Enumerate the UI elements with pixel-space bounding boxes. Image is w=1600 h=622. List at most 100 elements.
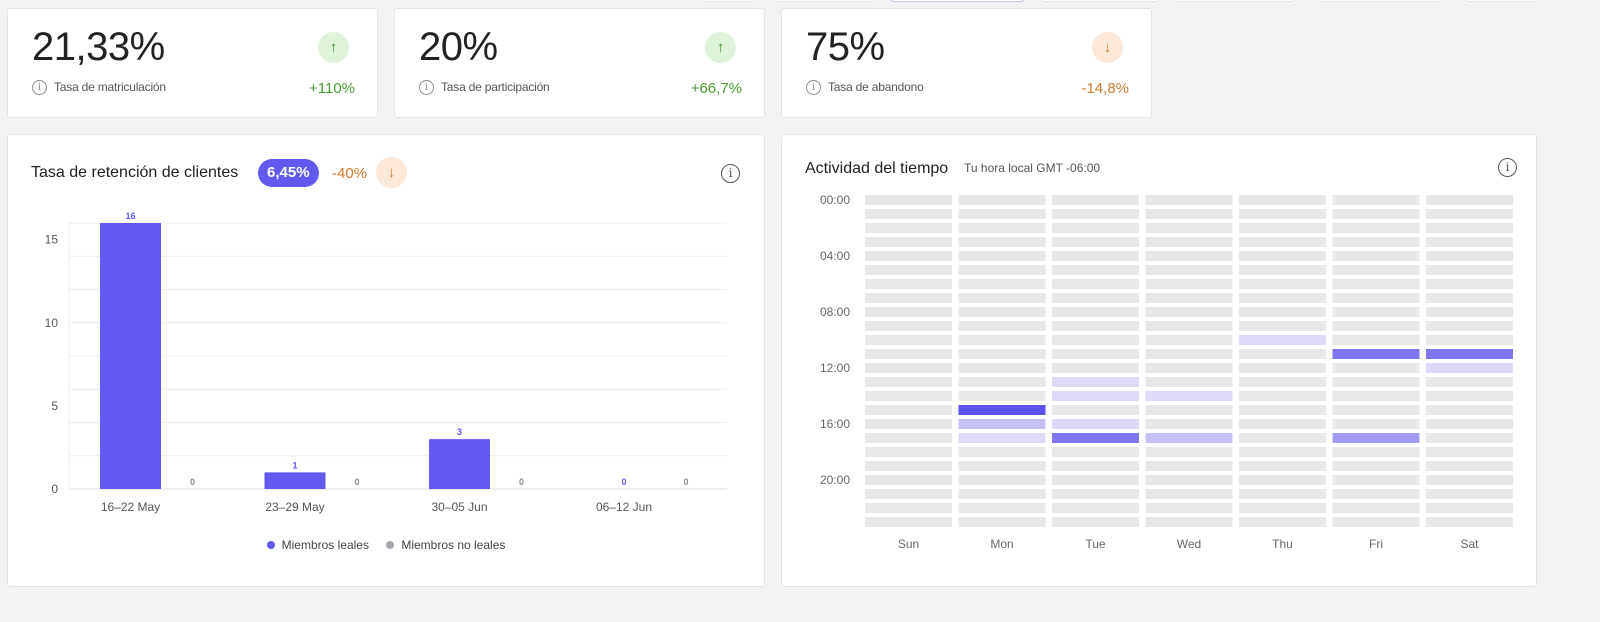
kpi-card-dropout: 75% ↓ i Tasa de abandono -14,8% <box>781 8 1152 118</box>
heatmap-cell <box>1426 251 1513 261</box>
legend-dot <box>386 541 395 549</box>
heatmap-cell <box>1332 335 1420 345</box>
heatmap-cell <box>1052 349 1139 359</box>
heatmap-cell <box>1239 349 1326 359</box>
heatmap-cell <box>1332 405 1420 415</box>
data-label-non-loyal: 0 <box>683 477 688 487</box>
heatmap-cell <box>1332 377 1420 387</box>
day-label: Thu <box>1272 537 1293 551</box>
toolbar-tab[interactable] <box>770 0 875 2</box>
heatmap-cell <box>1052 237 1139 247</box>
heatmap-cell <box>865 419 952 429</box>
toolbar-tab[interactable] <box>1315 0 1445 2</box>
heatmap-cell <box>1239 405 1326 415</box>
heatmap-cell <box>1239 251 1326 261</box>
arrow-up-icon: ↑ <box>318 32 349 63</box>
bar-loyal <box>429 439 490 489</box>
heatmap-cell <box>958 517 1046 527</box>
hour-label: 16:00 <box>820 417 850 431</box>
heatmap-cell <box>1426 265 1513 275</box>
heatmap-cell <box>1332 363 1420 373</box>
heatmap-cell <box>1145 321 1233 331</box>
heatmap-cell <box>958 293 1046 303</box>
data-label-loyal: 1 <box>292 460 297 470</box>
heatmap-cell <box>1145 503 1233 513</box>
toolbar-tab[interactable] <box>1175 0 1295 2</box>
heatmap-cell <box>865 307 952 317</box>
heatmap-cell <box>865 223 952 233</box>
heatmap-cell <box>1145 335 1233 345</box>
heatmap-cell <box>1145 251 1233 261</box>
heatmap-cell <box>958 503 1046 513</box>
info-icon[interactable]: i <box>721 164 740 183</box>
heatmap-cell <box>1052 195 1139 205</box>
heatmap-cell <box>865 321 952 331</box>
heatmap-cell <box>1332 391 1420 401</box>
heatmap-cell <box>1426 363 1513 373</box>
heatmap-cell <box>1145 447 1233 457</box>
heatmap-cell <box>1332 307 1420 317</box>
heatmap-cell <box>865 251 952 261</box>
heatmap-cell <box>1052 223 1139 233</box>
heatmap-cell <box>1145 265 1233 275</box>
heatmap-cell <box>958 237 1046 247</box>
heatmap-cell <box>865 447 952 457</box>
heatmap-cell <box>1052 461 1139 471</box>
heatmap-cell <box>1332 195 1420 205</box>
hour-label: 08:00 <box>820 305 850 319</box>
heatmap-cell <box>865 517 952 527</box>
heatmap-cell <box>1426 293 1513 303</box>
x-tick-label: 30–05 Jun <box>431 500 487 514</box>
info-icon[interactable]: i <box>419 80 434 95</box>
heatmap-cell <box>1145 377 1233 387</box>
kpi-change: +110% <box>308 80 355 97</box>
heatmap-cell <box>1239 195 1326 205</box>
info-icon[interactable]: i <box>1498 158 1517 177</box>
heatmap-cell <box>1052 503 1139 513</box>
heatmap-cell <box>1145 223 1233 233</box>
heatmap-cell <box>1239 391 1326 401</box>
heatmap-cell <box>865 237 952 247</box>
heatmap-cell <box>1145 293 1233 303</box>
legend-item-non-loyal[interactable]: Miembros no leales <box>386 538 505 552</box>
heatmap-cell <box>1052 391 1139 401</box>
day-label: Fri <box>1369 537 1383 551</box>
info-icon[interactable]: i <box>32 80 47 95</box>
info-icon[interactable]: i <box>806 80 821 95</box>
kpi-label: Tasa de participación <box>441 80 550 94</box>
toolbar-tab[interactable] <box>1040 0 1160 2</box>
legend-item-loyal[interactable]: Miembros leales <box>266 538 369 552</box>
activity-subtitle: Tu hora local GMT -06:00 <box>964 161 1101 175</box>
heatmap-cell <box>1332 489 1420 499</box>
day-label: Tue <box>1085 537 1106 551</box>
day-label: Sat <box>1460 537 1479 551</box>
heatmap-cell <box>1239 237 1326 247</box>
heatmap-cell <box>958 461 1046 471</box>
heatmap-cell <box>1426 307 1513 317</box>
heatmap-cell <box>1426 223 1513 233</box>
heatmap-cell <box>1239 475 1326 485</box>
chart-legend: Miembros leales Miembros no leales <box>8 538 764 552</box>
heatmap-cell <box>1426 433 1513 443</box>
heatmap-cell <box>1052 279 1139 289</box>
heatmap-cell <box>1145 391 1233 401</box>
toolbar-tab-active[interactable] <box>890 0 1025 2</box>
heatmap-cell <box>1239 489 1326 499</box>
heatmap-cell <box>1239 503 1326 513</box>
heatmap-cell <box>1052 433 1139 443</box>
heatmap-cell <box>1426 405 1513 415</box>
heatmap-cell <box>1239 517 1326 527</box>
toolbar-tab[interactable] <box>700 0 755 2</box>
heatmap-cell <box>1145 433 1233 443</box>
heatmap-cell <box>1239 419 1326 429</box>
heatmap-cell <box>865 461 952 471</box>
heatmap-cell <box>1052 475 1139 485</box>
toolbar-tab[interactable] <box>1465 0 1540 2</box>
heatmap-cell <box>1426 237 1513 247</box>
kpi-value: 21,33% <box>32 25 165 69</box>
legend-dot <box>266 541 275 549</box>
data-label-loyal: 0 <box>621 477 626 487</box>
data-label-non-loyal: 0 <box>354 477 359 487</box>
kpi-label: Tasa de matriculación <box>54 80 166 94</box>
heatmap-cell <box>1426 391 1513 401</box>
